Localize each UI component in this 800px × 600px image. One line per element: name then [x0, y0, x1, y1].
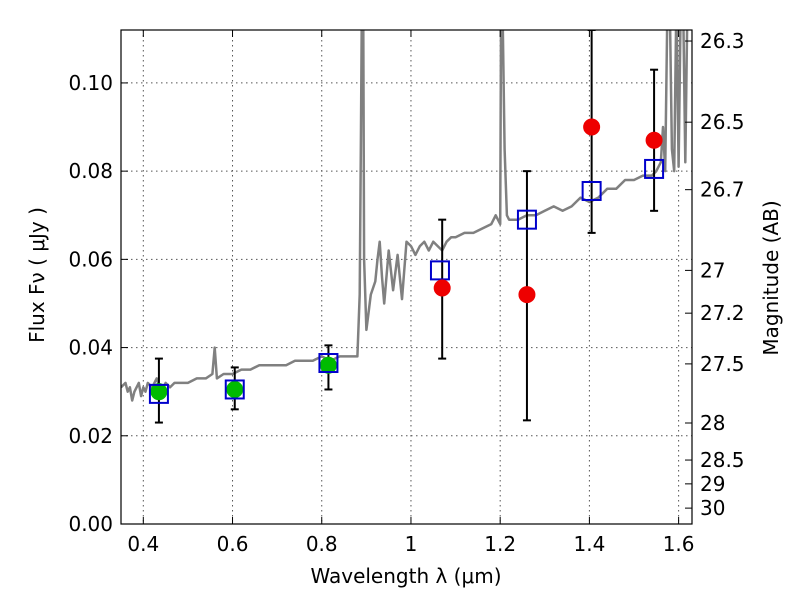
x-tick-label: 1	[405, 532, 418, 556]
y-tick-label: 0.08	[68, 159, 113, 183]
right-axis-label: Magnitude (AB)	[759, 200, 783, 355]
tick-layer: 0.4 0.6 0.8 1 1.2 1.4 1.6 0.00 0.02 0.04 0.06 0.08 0…	[68, 29, 744, 556]
right-tick-label: 30	[700, 496, 725, 520]
y-tick-label: 0.00	[68, 512, 113, 536]
y-tick-label: 0.04	[68, 336, 113, 360]
y-tick-label: 0.06	[68, 247, 113, 271]
marker-layer	[148, 118, 665, 404]
right-tick-label: 26.5	[700, 110, 745, 134]
x-tick-label: 1.2	[484, 532, 516, 556]
right-tick-label: 26.3	[700, 29, 745, 53]
spectrum-layer	[121, 30, 689, 402]
x-tick-label: 0.6	[217, 532, 249, 556]
right-tick-label: 27.2	[700, 301, 745, 325]
green-data-point	[226, 380, 244, 398]
green-data-point	[150, 383, 168, 401]
grid-lines	[121, 30, 692, 525]
x-tick-label: 0.8	[306, 532, 338, 556]
model-photometry-square	[581, 180, 602, 201]
right-tick-label: 26.7	[700, 178, 745, 202]
y-axis-label: Flux Fν ( μJy )	[25, 207, 49, 343]
y-tick-label: 0.02	[68, 424, 113, 448]
model-photometry-square	[516, 209, 537, 230]
plot-frame	[120, 29, 693, 525]
model-photometry-square	[318, 353, 339, 374]
right-tick-label: 28	[700, 411, 725, 435]
red-data-point	[645, 131, 663, 149]
red-data-point	[583, 118, 601, 136]
errorbar-layer	[154, 30, 659, 424]
model-photometry-square	[148, 383, 169, 404]
right-tick-label: 27.5	[700, 352, 745, 376]
spectrum-line	[121, 30, 689, 402]
right-tick-label: 27	[700, 258, 725, 282]
model-photometry-square	[224, 379, 245, 400]
red-data-point	[433, 279, 451, 297]
x-tick-label: 1.6	[663, 532, 695, 556]
x-tick-label: 0.4	[127, 532, 159, 556]
x-tick-label: 1.4	[573, 532, 605, 556]
green-data-point	[319, 356, 337, 374]
red-data-point	[518, 286, 536, 304]
x-axis-label: Wavelength λ (μm)	[310, 564, 501, 588]
model-photometry-square	[644, 158, 665, 179]
model-photometry-square	[429, 260, 450, 281]
right-tick-label: 29	[700, 472, 725, 496]
y-tick-label: 0.10	[68, 71, 113, 95]
right-tick-label: 28.5	[700, 448, 745, 472]
